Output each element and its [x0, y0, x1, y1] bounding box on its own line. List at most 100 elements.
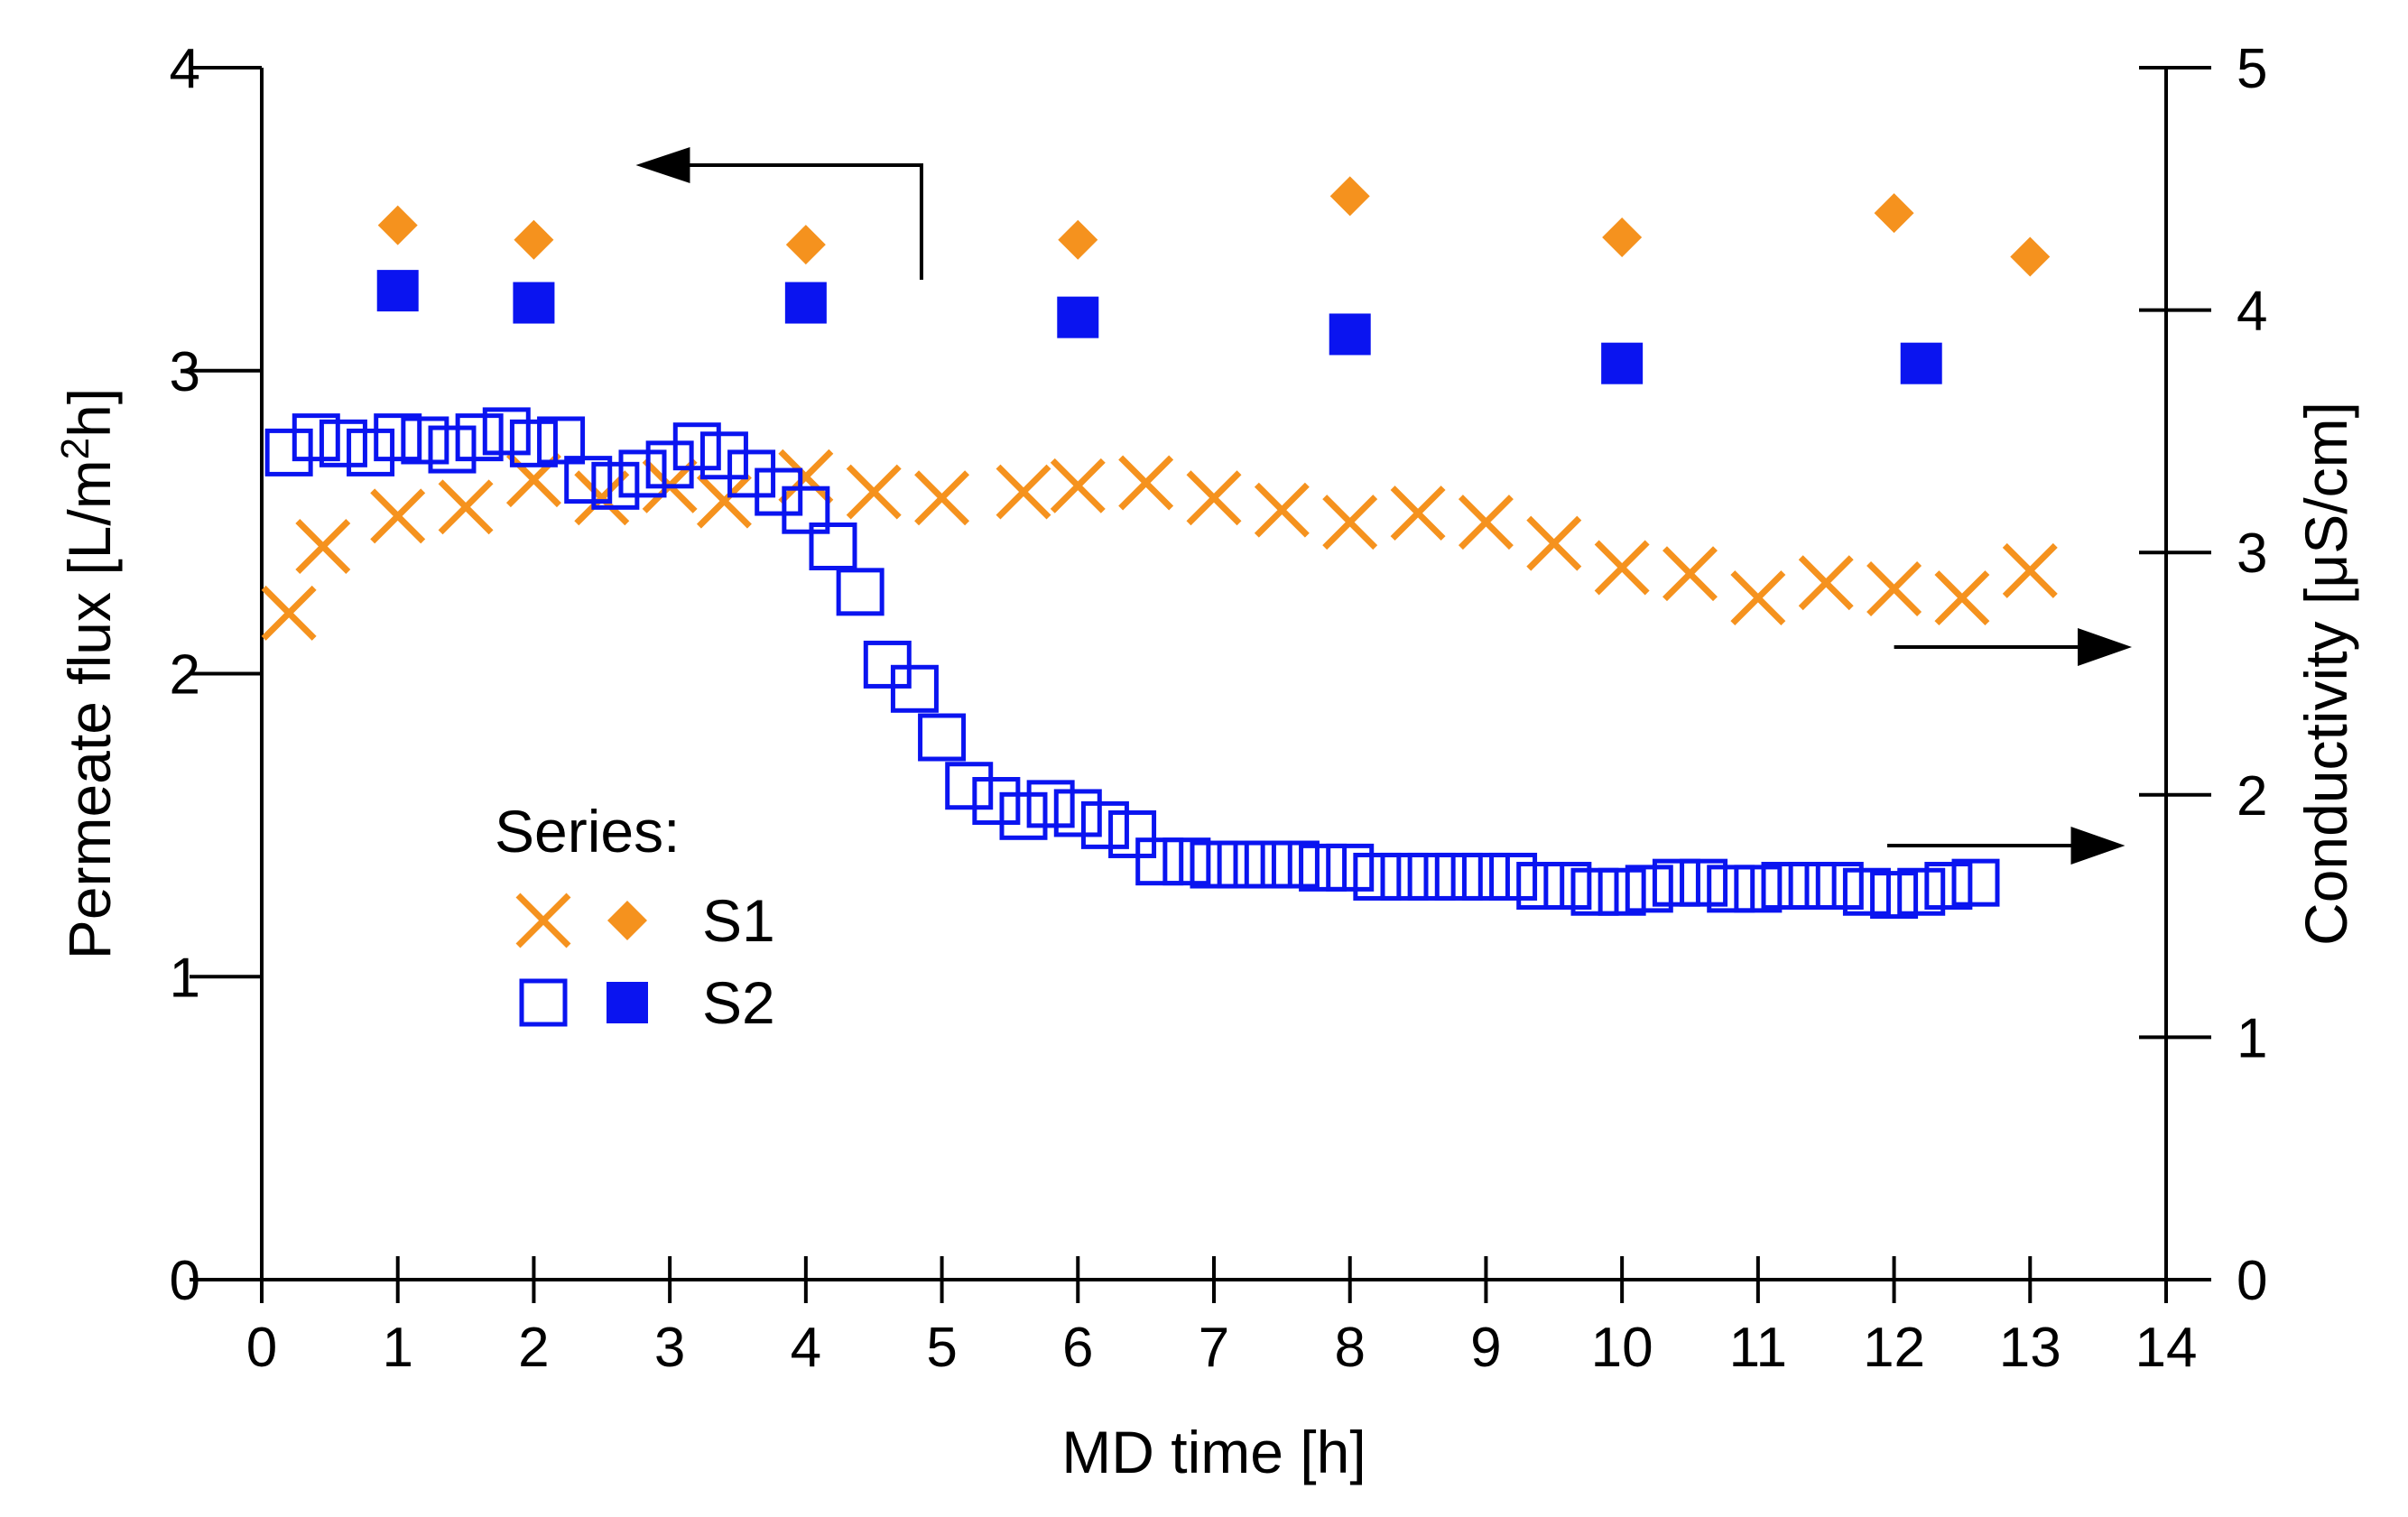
- data-point: [1900, 342, 1942, 384]
- y-right-ticks: 0 1 2 3 4 5: [2139, 38, 2267, 1312]
- data-point: [1135, 837, 1184, 886]
- data-point: [784, 282, 827, 324]
- y-axis-left-title-pre: Permeate flux [L/m: [56, 459, 123, 959]
- data-point: [1734, 865, 1783, 913]
- legend-marker: [515, 893, 571, 948]
- data-point: [1897, 867, 1946, 916]
- data-point: [1798, 555, 1854, 611]
- data-point: [699, 431, 748, 480]
- legend-marker: [519, 978, 568, 1027]
- data-point: [591, 461, 640, 510]
- data-point: [914, 470, 970, 526]
- arrow-s1-to-right-axis-head: [2078, 628, 2133, 666]
- data-point: [455, 413, 504, 462]
- data-point: [482, 407, 531, 456]
- data-point: [514, 219, 554, 260]
- data-point: [1934, 570, 1990, 626]
- data-point: [264, 428, 313, 476]
- y-left-ticks: 0 1 2 3 4: [170, 38, 262, 1312]
- data-point: [755, 467, 803, 516]
- data-point: [1543, 862, 1592, 911]
- data-point: [2002, 542, 2058, 598]
- y-axis-right-title: Conductivity [μS/cm]: [2292, 402, 2359, 946]
- data-point: [401, 416, 449, 465]
- x-tick-label: 11: [1729, 1317, 1787, 1379]
- data-point: [1326, 843, 1375, 892]
- data-point: [261, 585, 317, 641]
- y-left-tick-label: 3: [170, 341, 200, 403]
- x-tick-label: 10: [1591, 1317, 1653, 1379]
- x-tick-label: 5: [926, 1317, 957, 1379]
- data-point: [376, 270, 419, 312]
- x-tick-label: 7: [1199, 1317, 1229, 1379]
- data-point: [292, 413, 340, 462]
- x-ticks: 0 1 2 3 4 5 6 7 8 9 10 11 12 13 14: [246, 1256, 2198, 1379]
- data-point: [1761, 862, 1810, 911]
- legend-marker: [607, 901, 647, 940]
- y-axis-left-title: Permeate flux [L/m2h]: [53, 388, 123, 959]
- data-point: [1625, 865, 1673, 913]
- data-point: [1026, 780, 1075, 828]
- data-point: [1353, 852, 1402, 901]
- y-right-tick-label: 1: [2237, 1007, 2267, 1069]
- data-point: [1329, 313, 1371, 356]
- data-point: [1190, 840, 1238, 889]
- data-point: [1108, 809, 1157, 858]
- data-point: [374, 413, 422, 462]
- annotation-layer: [635, 147, 2133, 865]
- data-point: [1186, 470, 1242, 526]
- x-tick-label: 14: [2135, 1317, 2198, 1379]
- data-point: [2010, 236, 2051, 277]
- data-point: [1050, 458, 1106, 513]
- x-tick-label: 4: [791, 1317, 821, 1379]
- data-point: [1058, 219, 1098, 260]
- arrow-to-left-axis-head: [635, 147, 690, 183]
- legend-marker: [607, 982, 648, 1023]
- data-point: [1602, 217, 1643, 258]
- data-point: [319, 419, 367, 467]
- legend: Series: S1 S2: [495, 798, 775, 1036]
- x-tick-label: 12: [1863, 1317, 1925, 1379]
- y-left-tick-label: 0: [170, 1250, 200, 1312]
- data-point: [1053, 789, 1102, 837]
- data-point: [1788, 862, 1837, 911]
- x-tick-label: 0: [246, 1317, 277, 1379]
- data-point: [727, 449, 776, 498]
- data-point: [1329, 176, 1370, 217]
- series-s1-permeate-flux: [261, 449, 2058, 641]
- data-point: [918, 713, 967, 762]
- data-point: [1874, 193, 1914, 234]
- series-s1-conductivity: [377, 176, 2051, 277]
- data-point: [1526, 515, 1582, 571]
- legend-s2-label: S2: [702, 969, 775, 1036]
- y-right-tick-label: 2: [2237, 765, 2267, 828]
- x-tick-label: 13: [1999, 1317, 2061, 1379]
- y-left-tick-label: 2: [170, 644, 200, 707]
- data-point: [1461, 852, 1510, 901]
- data-point: [863, 640, 912, 689]
- data-point: [1924, 862, 1973, 911]
- data-point: [537, 416, 586, 465]
- data-point: [1652, 858, 1700, 907]
- data-point: [513, 282, 555, 324]
- data-point: [1680, 858, 1728, 907]
- data-point: [1866, 561, 1922, 616]
- data-point: [846, 464, 902, 520]
- data-point: [295, 519, 351, 574]
- data-point: [574, 470, 630, 526]
- x-axis-title: MD time [h]: [1061, 1419, 1366, 1485]
- series-s2-permeate-flux: [264, 407, 2000, 920]
- series-s2-conductivity: [376, 270, 1942, 384]
- data-point: [618, 449, 667, 498]
- x-tick-label: 1: [382, 1317, 412, 1379]
- data-point: [999, 791, 1048, 840]
- y-right-tick-label: 5: [2237, 38, 2267, 100]
- legend-s1-flux-marker: [515, 893, 571, 948]
- data-point: [438, 479, 494, 535]
- data-point: [1458, 495, 1514, 550]
- data-point: [370, 488, 426, 544]
- legend-s2-flux-marker: [519, 978, 568, 1027]
- data-point: [1870, 871, 1919, 920]
- legend-s1-label: S1: [702, 887, 775, 954]
